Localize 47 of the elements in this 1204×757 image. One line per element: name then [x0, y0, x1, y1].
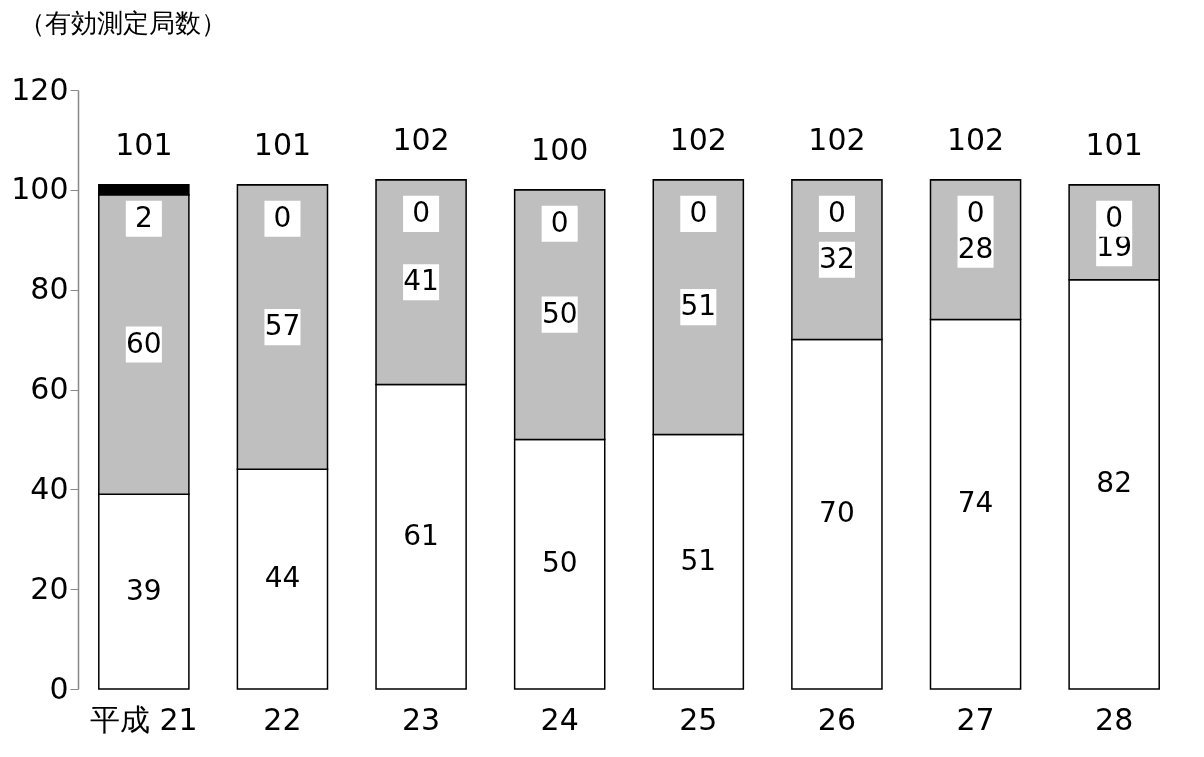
data-label: 32	[819, 241, 855, 275]
data-label: 28	[957, 231, 994, 265]
data-label: 60	[126, 326, 162, 360]
data-label: 50	[541, 296, 578, 330]
data-label: 0	[689, 195, 708, 229]
y-tick-label: 40	[30, 470, 69, 506]
x-tick-label: 25	[679, 701, 718, 737]
y-axis-title: （有効測定局数）	[18, 7, 227, 38]
data-label: 51	[680, 289, 717, 323]
data-label: 70	[819, 496, 855, 530]
data-label: 74	[957, 486, 994, 520]
x-tick-label: 24	[540, 701, 579, 737]
y-tick-label: 80	[30, 271, 69, 307]
y-tick-label: 120	[11, 71, 69, 107]
data-label: 0	[550, 205, 569, 239]
data-label: 51	[680, 543, 717, 577]
x-tick-label: 28	[1095, 701, 1134, 737]
x-tick-label: 23	[401, 701, 441, 737]
total-label: 102	[669, 121, 727, 157]
data-label: 61	[403, 518, 439, 552]
y-tick-label: 0	[49, 670, 69, 706]
data-label: 0	[828, 195, 846, 229]
total-label: 100	[531, 131, 589, 167]
y-tick-label: 60	[30, 371, 69, 406]
total-label: 102	[946, 121, 1005, 157]
total-label: 101	[253, 126, 312, 162]
data-label: 57	[264, 309, 301, 343]
data-label: 2	[134, 200, 153, 234]
data-label: 19	[1096, 230, 1132, 264]
data-label: 39	[126, 573, 162, 607]
data-label: 44	[264, 561, 301, 595]
x-tick-label: 22	[263, 701, 302, 737]
y-tick-label: 100	[11, 171, 69, 207]
data-label: 82	[1096, 466, 1132, 500]
y-tick-label: 20	[30, 570, 69, 606]
data-label: 50	[541, 546, 578, 580]
x-tick-label: 26	[817, 701, 857, 737]
x-tick-label: 27	[956, 701, 995, 737]
data-label: 41	[403, 264, 439, 298]
data-label: 0	[412, 195, 430, 229]
total-label: 102	[392, 121, 450, 157]
total-label: 101	[115, 126, 173, 162]
data-label: 0	[966, 195, 985, 229]
data-label: 0	[273, 200, 292, 234]
total-label: 102	[808, 121, 866, 157]
total-label: 101	[1085, 126, 1143, 162]
x-tick-label: 平成 21	[89, 701, 198, 737]
